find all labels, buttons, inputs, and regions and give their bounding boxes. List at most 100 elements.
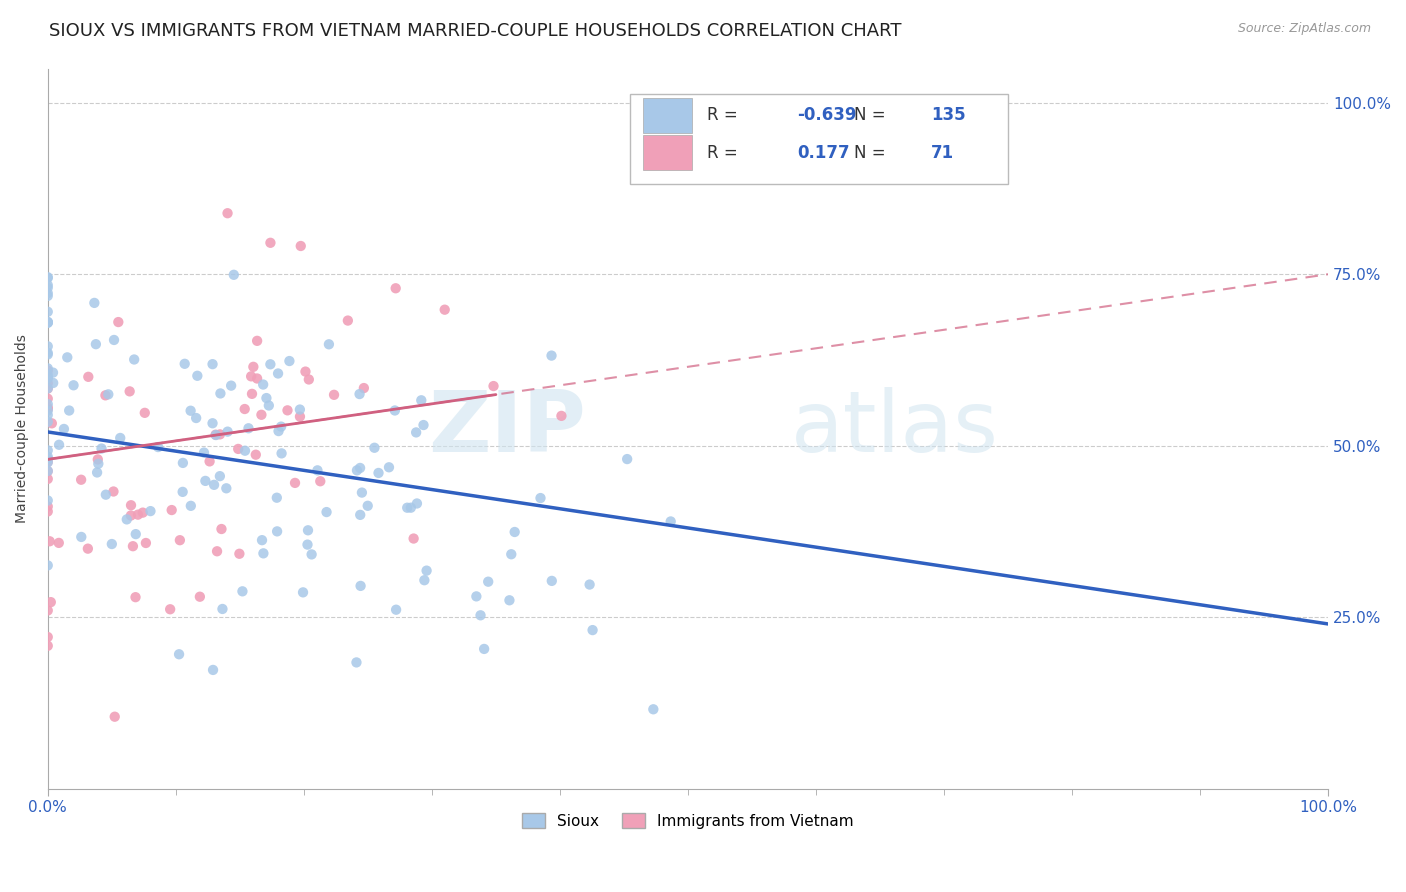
Point (37, 403, 59, 417)
Point (124, 590, 146, 604)
Point (259, 235, 281, 250)
Point (288, 402, 311, 417)
Point (357, 499, 380, 513)
Point (228, 547, 250, 561)
Point (37, 603, 59, 617)
Point (336, 313, 359, 327)
Point (107, 315, 129, 329)
Point (202, 663, 225, 677)
Point (37, 289, 59, 303)
Point (37, 281, 59, 295)
Point (399, 500, 422, 515)
Point (415, 564, 437, 578)
Point (87, 457, 110, 471)
Point (37, 464, 59, 478)
Point (405, 425, 427, 440)
Text: 0.177: 0.177 (797, 144, 849, 161)
Point (42, 376, 65, 390)
Point (482, 379, 505, 393)
Point (52, 422, 75, 436)
Point (529, 491, 551, 505)
Point (37, 339, 59, 353)
Point (209, 386, 232, 401)
Point (134, 406, 156, 420)
Point (215, 481, 238, 495)
Point (180, 403, 202, 417)
Point (208, 427, 231, 442)
Point (384, 281, 406, 295)
Point (101, 537, 124, 551)
Point (349, 579, 371, 593)
Point (349, 387, 371, 401)
Point (87, 452, 110, 467)
Point (252, 546, 274, 560)
Point (201, 357, 224, 371)
Point (37, 558, 59, 573)
Point (204, 427, 226, 442)
Point (350, 485, 373, 500)
Point (37, 305, 59, 319)
Text: 135: 135 (931, 106, 966, 124)
Y-axis label: Married-couple Households: Married-couple Households (15, 334, 30, 523)
Point (411, 393, 433, 408)
Point (37, 368, 59, 382)
Text: ZIP: ZIP (427, 387, 585, 470)
Point (198, 454, 221, 468)
Point (363, 441, 385, 455)
Point (309, 475, 332, 489)
Point (37, 443, 59, 458)
Point (37, 493, 59, 508)
Point (37, 376, 59, 391)
Text: Source: ZipAtlas.com: Source: ZipAtlas.com (1237, 22, 1371, 36)
Point (37, 450, 59, 464)
Point (384, 403, 406, 417)
Point (233, 443, 256, 458)
Point (288, 409, 311, 424)
Point (252, 377, 274, 392)
Point (659, 515, 682, 529)
Point (301, 548, 323, 562)
Point (267, 424, 290, 438)
Point (104, 709, 127, 723)
Point (406, 496, 429, 510)
Point (643, 702, 665, 716)
Point (290, 239, 312, 253)
Point (402, 532, 425, 546)
Point (276, 403, 298, 417)
Point (219, 378, 242, 392)
Point (540, 574, 562, 588)
Point (37, 346, 59, 360)
Point (86, 466, 108, 480)
Point (103, 484, 125, 499)
Point (37, 315, 59, 329)
Point (385, 603, 408, 617)
Point (349, 461, 371, 475)
Point (292, 585, 315, 599)
Point (118, 384, 141, 399)
Point (48, 536, 70, 550)
Point (270, 446, 292, 460)
Point (180, 499, 202, 513)
Point (37, 408, 59, 422)
Point (37, 371, 59, 385)
Point (135, 536, 157, 550)
Point (97, 387, 120, 401)
Point (205, 428, 228, 442)
Point (396, 500, 419, 515)
Point (412, 418, 434, 433)
Point (37, 371, 59, 385)
Point (267, 367, 290, 381)
Point (62, 378, 84, 392)
Text: SIOUX VS IMMIGRANTS FROM VIETNAM MARRIED-COUPLE HOUSEHOLDS CORRELATION CHART: SIOUX VS IMMIGRANTS FROM VIETNAM MARRIED… (49, 22, 901, 40)
Point (318, 337, 340, 351)
Point (122, 539, 145, 553)
Point (477, 574, 499, 589)
Point (315, 505, 337, 519)
Point (37, 270, 59, 285)
Point (250, 408, 273, 422)
Point (470, 608, 492, 623)
Point (297, 523, 319, 537)
Point (413, 573, 436, 587)
Point (250, 533, 273, 548)
Point (211, 602, 233, 616)
